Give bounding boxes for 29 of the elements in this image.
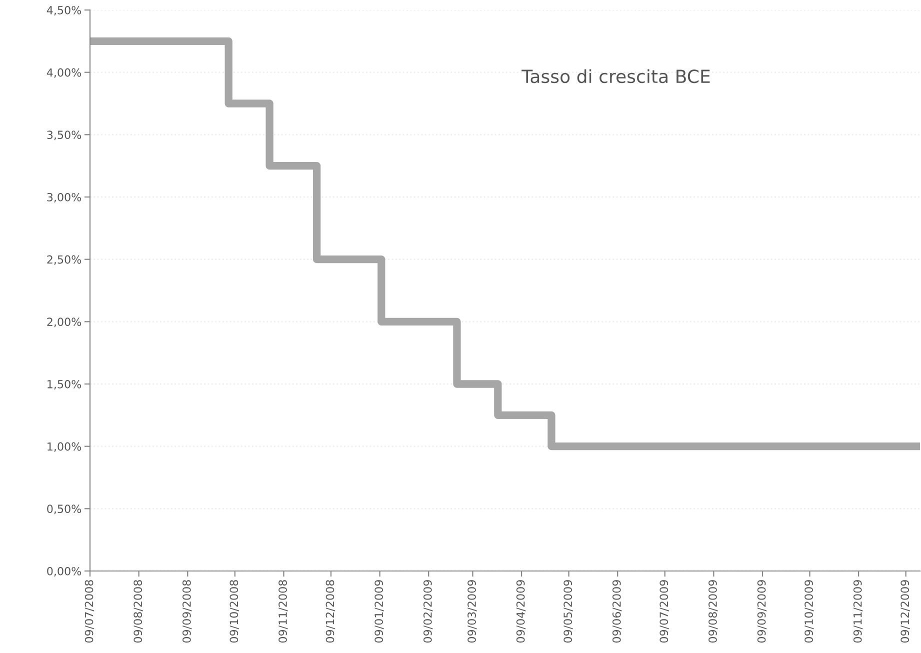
y-tick-label: 4,50%: [46, 6, 82, 16]
x-tick-label: 09/09/2009: [757, 580, 767, 643]
x-tick-label: 09/01/2009: [374, 580, 384, 643]
x-tick-label: 09/04/2009: [516, 580, 526, 643]
y-tick-label: 3,00%: [47, 192, 82, 203]
text: Tasso di crescita BCE: [522, 69, 710, 84]
x-tick-label: 09/03/2009: [468, 580, 477, 643]
x-tick-label: 09/05/2009: [564, 580, 573, 643]
y-tick-label: 0,50%: [47, 504, 82, 514]
x-tick-label: 09/07/2008: [84, 580, 94, 643]
x-tick-label: 09/11/2008: [278, 580, 288, 643]
x-tick-label: 09/02/2009: [423, 580, 433, 643]
y-tick-label: 1,50%: [48, 380, 82, 390]
x-tick-label: 09/12/2008: [326, 580, 336, 643]
x-tick-label: 09/09/2008: [182, 580, 192, 643]
x-tick-label: 09/10/2009: [804, 580, 814, 643]
y-tick-label: 1,00%: [48, 442, 82, 452]
x-tick-label: 09/08/2009: [708, 580, 718, 643]
y-tick-label: 4,00%: [46, 68, 82, 78]
x-tick-label: 09/11/2009: [853, 580, 863, 643]
x-tick-label: 09/06/2009: [612, 580, 622, 643]
x-tick-label: 09/07/2009: [660, 580, 669, 643]
y-tick-label: 3,50%: [47, 130, 82, 140]
x-tick-label: 09/08/2008: [134, 580, 143, 643]
y-tick-label: 0,00%: [47, 566, 82, 577]
y-tick-label: 2,50%: [47, 255, 82, 265]
x-tick-label: 09/12/2009: [900, 580, 910, 643]
x-tick-label: 09/10/2008: [230, 580, 239, 643]
y-tick-label: 2,00%: [47, 318, 82, 328]
